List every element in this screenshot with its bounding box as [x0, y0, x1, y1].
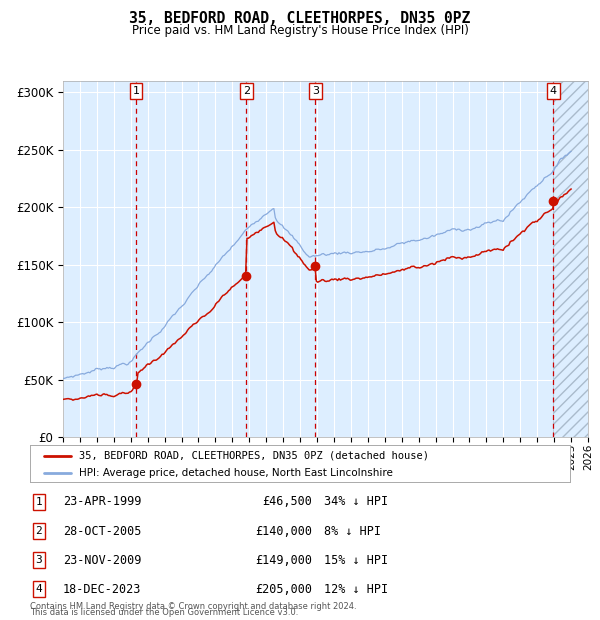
- Text: 4: 4: [550, 86, 557, 96]
- Text: 3: 3: [312, 86, 319, 96]
- Text: This data is licensed under the Open Government Licence v3.0.: This data is licensed under the Open Gov…: [30, 608, 298, 618]
- Text: 23-APR-1999: 23-APR-1999: [63, 495, 142, 508]
- Text: 35, BEDFORD ROAD, CLEETHORPES, DN35 0PZ (detached house): 35, BEDFORD ROAD, CLEETHORPES, DN35 0PZ …: [79, 451, 428, 461]
- Text: 1: 1: [133, 86, 139, 96]
- Text: 28-OCT-2005: 28-OCT-2005: [63, 525, 142, 538]
- Text: 18-DEC-2023: 18-DEC-2023: [63, 583, 142, 596]
- Text: 2: 2: [242, 86, 250, 96]
- Text: 4: 4: [35, 584, 43, 595]
- Text: 12% ↓ HPI: 12% ↓ HPI: [324, 583, 388, 596]
- Text: Price paid vs. HM Land Registry's House Price Index (HPI): Price paid vs. HM Land Registry's House …: [131, 24, 469, 37]
- Text: 15% ↓ HPI: 15% ↓ HPI: [324, 554, 388, 567]
- Text: £140,000: £140,000: [255, 525, 312, 538]
- Text: £46,500: £46,500: [262, 495, 312, 508]
- Text: 3: 3: [35, 555, 43, 565]
- Text: 1: 1: [35, 497, 43, 507]
- Text: 2: 2: [35, 526, 43, 536]
- Text: 23-NOV-2009: 23-NOV-2009: [63, 554, 142, 567]
- Text: Contains HM Land Registry data © Crown copyright and database right 2024.: Contains HM Land Registry data © Crown c…: [30, 602, 356, 611]
- Text: 35, BEDFORD ROAD, CLEETHORPES, DN35 0PZ: 35, BEDFORD ROAD, CLEETHORPES, DN35 0PZ: [130, 11, 470, 26]
- Text: 8% ↓ HPI: 8% ↓ HPI: [324, 525, 381, 538]
- Text: 34% ↓ HPI: 34% ↓ HPI: [324, 495, 388, 508]
- Text: £149,000: £149,000: [255, 554, 312, 567]
- Text: £205,000: £205,000: [255, 583, 312, 596]
- Text: HPI: Average price, detached house, North East Lincolnshire: HPI: Average price, detached house, Nort…: [79, 468, 392, 478]
- Bar: [553, 81, 588, 437]
